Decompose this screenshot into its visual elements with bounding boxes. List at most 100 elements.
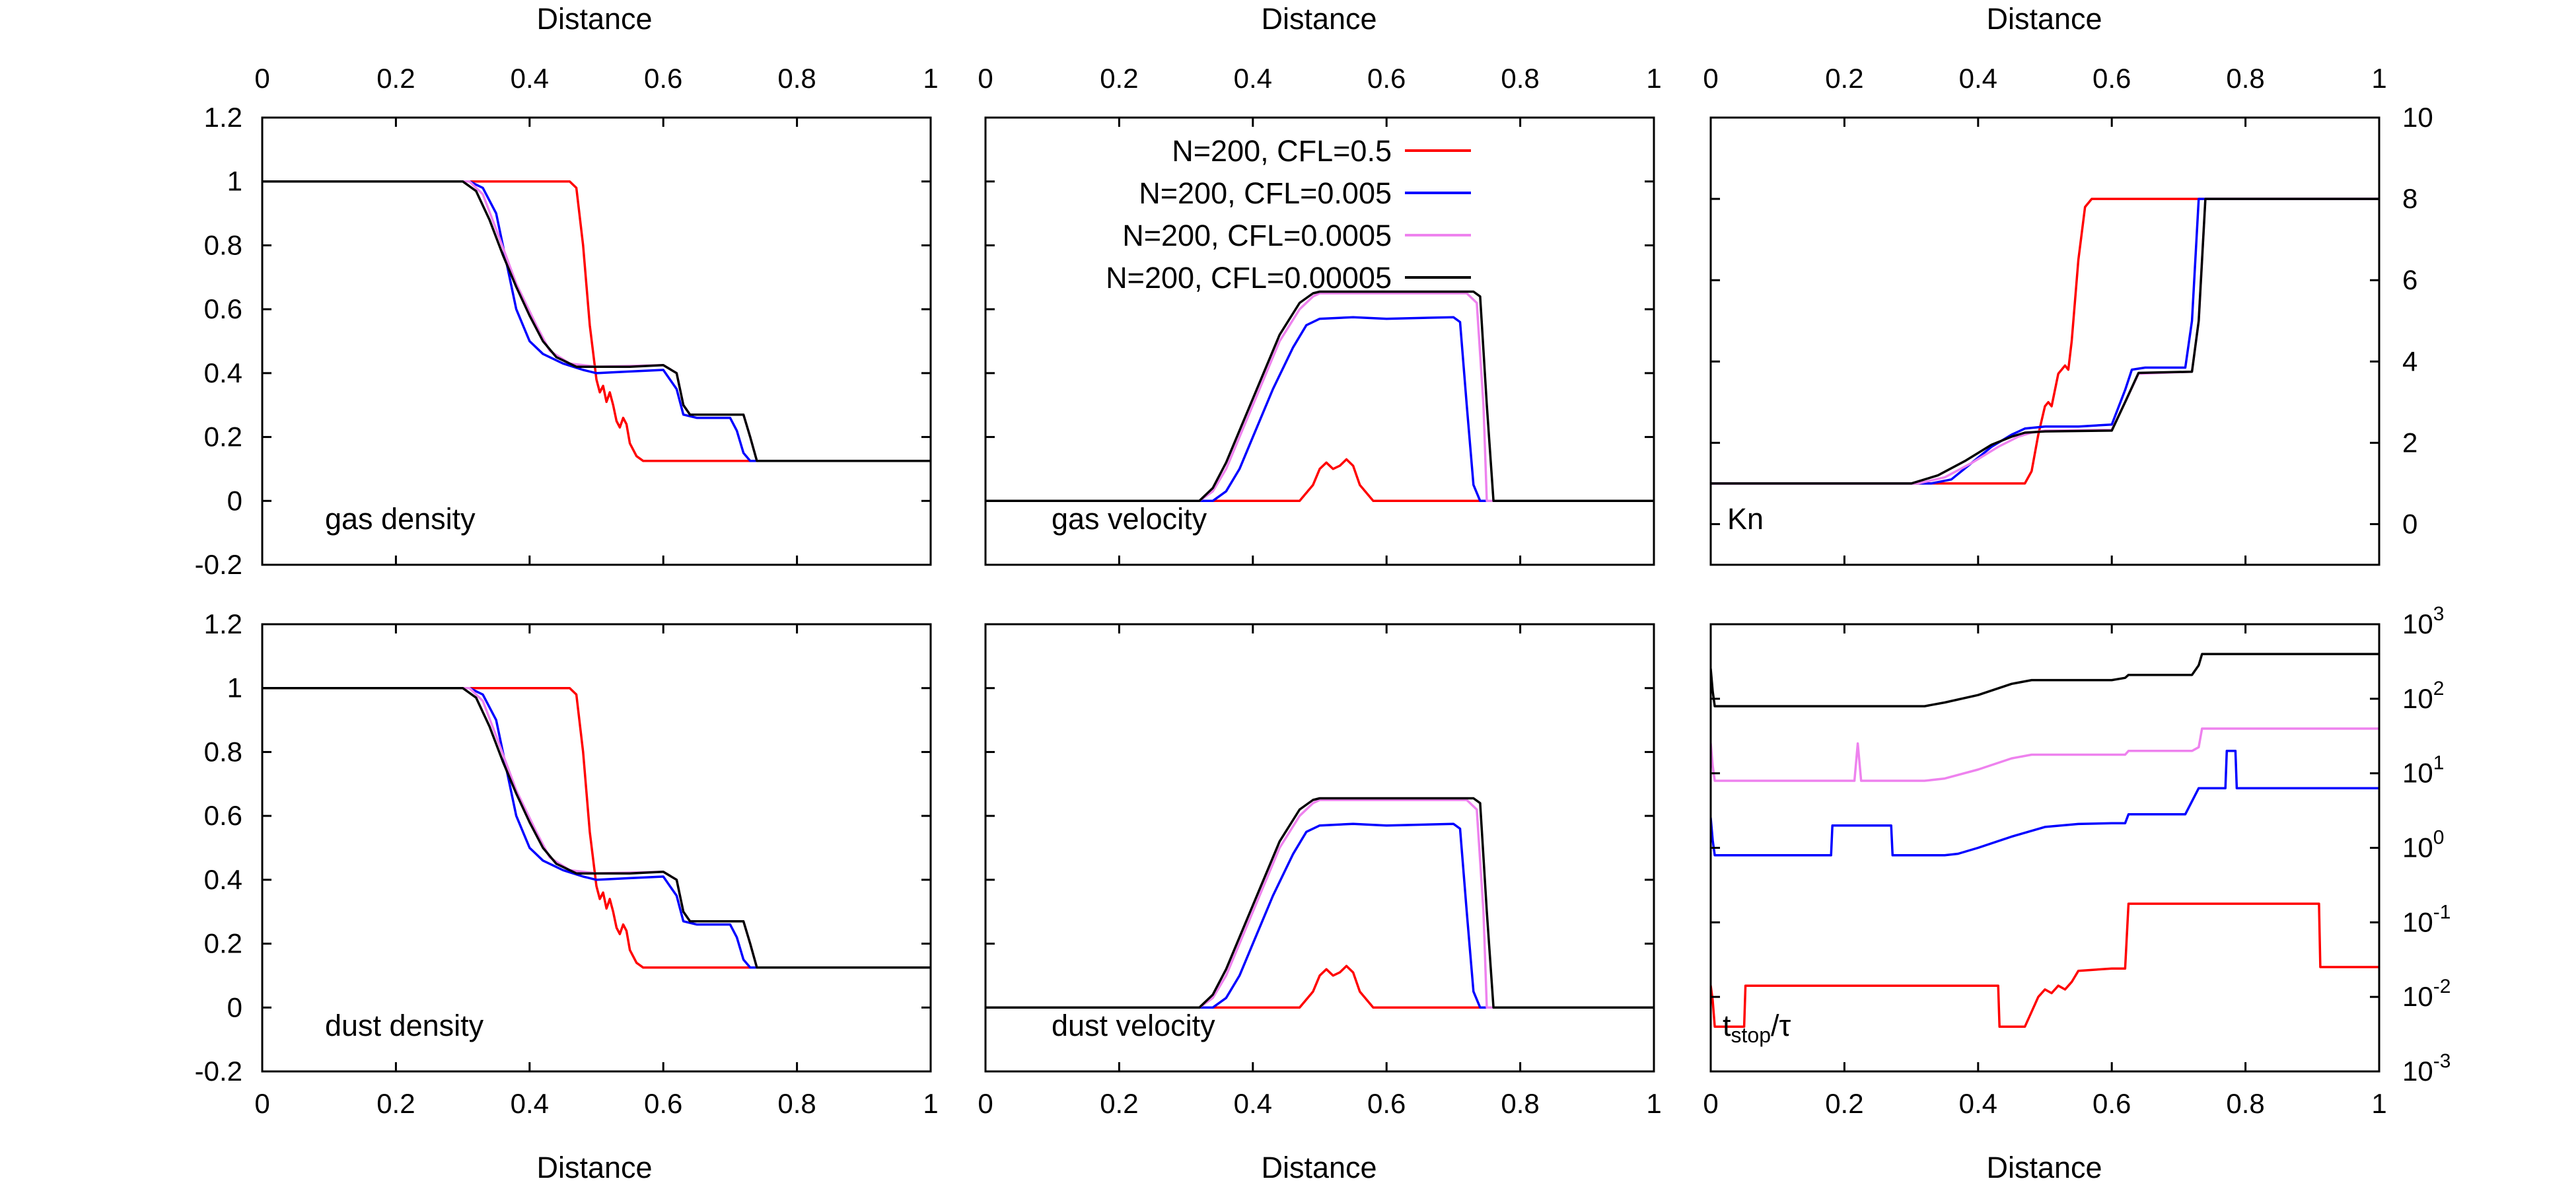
series-line-cfl-0.5	[985, 964, 1654, 1009]
x-tick-label: 0.4	[1959, 1088, 1997, 1119]
x-tick-label: 0.2	[376, 1088, 415, 1119]
series-line-cfl-0.00005	[985, 290, 1654, 503]
series-line-cfl-0.00005	[1711, 198, 2379, 485]
panel-dust-velocity: 0 0.2 0.4 0.6 0.8 1 dust velocity	[978, 623, 1662, 1119]
y-tick-label: 4	[2402, 345, 2417, 377]
x-tick-label: 0.6	[2093, 63, 2131, 94]
y-tick-label: 6	[2402, 264, 2417, 295]
series-line-cfl-0.00005	[262, 180, 931, 462]
panel-label: gas velocity	[1052, 502, 1207, 536]
series-line-cfl-0.00005	[985, 797, 1654, 1009]
series-line-cfl-0.00005	[1711, 653, 2379, 707]
y-tick-label: 0.4	[204, 357, 242, 388]
x-tick-label: 0.2	[376, 63, 415, 94]
y-tick-label: 0	[227, 991, 242, 1023]
series-line-cfl-0.005	[985, 822, 1654, 1009]
y-tick-label: 0.6	[204, 800, 242, 831]
x-tick-label: 0.8	[1501, 1088, 1539, 1119]
x-tick-label: 0	[978, 63, 993, 94]
y-tick-label: 0.4	[204, 864, 242, 895]
top-xlabel-col1: Distance	[536, 2, 652, 36]
legend-label: N=200, CFL=0.0005	[1122, 219, 1392, 252]
series-line-cfl-0.0005	[262, 180, 931, 462]
y-tick-label: -0.2	[195, 1056, 242, 1087]
series-group	[985, 290, 1654, 503]
y-tick-label: 103	[2402, 603, 2444, 639]
x-tick-label: 0.8	[777, 63, 816, 94]
plot-frame	[984, 623, 1655, 1073]
x-tick-label: 0.6	[644, 1088, 682, 1119]
x-tick-label: 0	[1703, 1088, 1718, 1119]
x-tick-label: 0.4	[1959, 63, 1997, 94]
x-tick-label: 0.2	[1825, 63, 1863, 94]
series-line-cfl-0.5	[1711, 198, 2379, 485]
series-line-cfl-0.00005	[262, 686, 931, 969]
legend-label: N=200, CFL=0.005	[1139, 176, 1392, 210]
y-tick-label: 1.2	[204, 102, 242, 133]
x-tick-label: 1	[2371, 63, 2386, 94]
x-tick-label: 0.6	[2093, 1088, 2131, 1119]
y-tick-label: 10-2	[2402, 976, 2451, 1012]
x-tick-label: 0.6	[1367, 1088, 1406, 1119]
y-tick-label: 2	[2402, 427, 2417, 458]
legend-label: N=200, CFL=0.5	[1172, 134, 1392, 168]
series-line-cfl-0.5	[985, 458, 1654, 503]
plot-frame	[984, 116, 1655, 566]
x-tick-label: 1	[923, 63, 938, 94]
panels: 0 0.2 0.4 0.6 0.8 1 -0.2 0 0.2 0.4 0.6 0.8 1 1.2 gas d…	[195, 63, 2451, 1119]
plot-frame	[1709, 623, 2380, 1073]
series-line-cfl-0.0005	[262, 686, 931, 969]
bottom-xlabel-col1: Distance	[536, 1151, 652, 1184]
y-tick-label: 10-3	[2402, 1050, 2451, 1087]
top-xlabel-col2: Distance	[1261, 2, 1377, 36]
series-group	[1711, 653, 2379, 1028]
y-tick-label: 0.8	[204, 736, 242, 767]
y-tick-label: 102	[2402, 678, 2444, 714]
panel-label: Kn	[1727, 502, 1764, 536]
series-line-cfl-0.0005	[1711, 727, 2379, 782]
x-tick-label: 0.8	[2226, 63, 2264, 94]
legend: N=200, CFL=0.5 N=200, CFL=0.005 N=200, CFL…	[1106, 134, 1471, 295]
legend-label: N=200, CFL=0.00005	[1106, 261, 1392, 295]
series-line-cfl-0.005	[985, 316, 1654, 503]
y-tick-label: -0.2	[195, 549, 242, 580]
panel-label: gas density	[325, 502, 476, 536]
series-line-cfl-0.0005	[985, 799, 1654, 1009]
x-tick-label: 0.2	[1825, 1088, 1863, 1119]
x-tick-label: 0.2	[1100, 63, 1138, 94]
panel-gas-density: 0 0.2 0.4 0.6 0.8 1 -0.2 0 0.2 0.4 0.6 0.8 1 1.2 gas d…	[195, 63, 939, 580]
plot-frame	[261, 116, 932, 566]
series-line-cfl-0.0005	[1711, 198, 2379, 485]
x-tick-label: 0	[1703, 63, 1718, 94]
series-line-cfl-0.005	[1711, 198, 2379, 485]
y-tick-label: 0.8	[204, 229, 242, 260]
series-group	[262, 180, 931, 462]
x-tick-label: 0.4	[511, 63, 549, 94]
panel-dust-density: 0 0.2 0.4 0.6 0.8 1 -0.2 0 0.2 0.4 0.6 0.8 1 1.2 dust …	[195, 608, 939, 1119]
x-tick-label: 0.8	[777, 1088, 816, 1119]
series-line-cfl-0.0005	[985, 292, 1654, 503]
series-line-cfl-0.5	[262, 180, 931, 462]
x-tick-label: 0.6	[644, 63, 682, 94]
x-tick-label: 1	[2371, 1088, 2386, 1119]
y-tick-label: 0	[2402, 508, 2417, 539]
series-line-cfl-0.005	[262, 180, 931, 462]
y-tick-label: 1	[227, 166, 242, 197]
y-tick-label: 0.2	[204, 421, 242, 452]
x-tick-label: 0.6	[1367, 63, 1406, 94]
y-tick-label: 1	[227, 672, 242, 703]
y-tick-label: 10-1	[2402, 901, 2451, 937]
top-xlabel-col3: Distance	[1986, 2, 2102, 36]
x-tick-label: 0.8	[1501, 63, 1539, 94]
x-tick-label: 0.2	[1100, 1088, 1138, 1119]
series-line-cfl-0.5	[262, 686, 931, 969]
series-line-cfl-0.005	[1711, 750, 2379, 857]
y-tick-label: 1.2	[204, 608, 242, 639]
panel-label: dust density	[325, 1009, 484, 1042]
x-tick-label: 0	[978, 1088, 993, 1119]
x-tick-label: 0.8	[2226, 1088, 2264, 1119]
x-tick-label: 1	[923, 1088, 938, 1119]
panel-label: dust velocity	[1052, 1009, 1215, 1042]
